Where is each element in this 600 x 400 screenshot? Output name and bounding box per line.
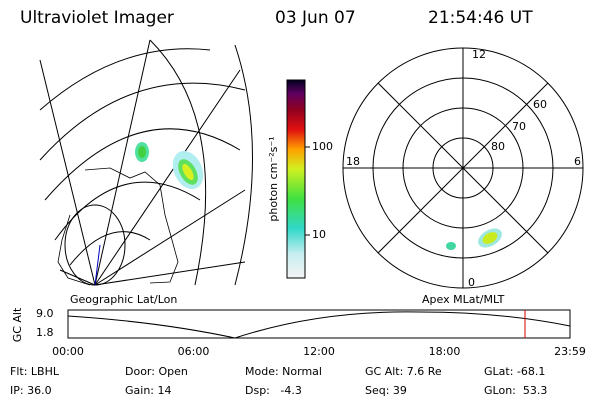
altitude-curve xyxy=(67,311,571,339)
date: 03 Jun 07 xyxy=(275,8,356,28)
timeline-xtick: 12:00 xyxy=(303,345,335,358)
status-field: Seq: 39 xyxy=(365,384,407,397)
polar-grid xyxy=(342,47,584,289)
status-field: GC Alt: 7.6 Re xyxy=(365,365,442,378)
timeline-xtick: 18:00 xyxy=(429,345,461,358)
colorbar-tick-label: 100 xyxy=(312,140,333,153)
timeline-ylabel: GC Alt xyxy=(11,307,24,342)
panel-label: Apex MLat/MLT xyxy=(422,293,505,306)
mlt-label: 18 xyxy=(346,155,360,168)
mlt-label: 12 xyxy=(472,48,486,61)
status-field: Door: Open xyxy=(125,365,188,378)
colorbar-tick-label: 10 xyxy=(312,228,326,241)
status-field: Flt: LBHL xyxy=(10,365,60,378)
status-field: Dsp: -4.3 xyxy=(245,384,302,397)
mlat-label: 60 xyxy=(533,98,547,111)
timeline-xtick: 00:00 xyxy=(52,345,84,358)
mlt-label: 6 xyxy=(574,155,581,168)
aurora-right xyxy=(482,232,498,244)
status-field: GLon: 53.3 xyxy=(484,384,547,397)
panel-label: Geographic Lat/Lon xyxy=(70,293,177,306)
aurora-left xyxy=(135,142,204,190)
timeline-box xyxy=(67,309,571,339)
geo-map xyxy=(39,39,253,286)
mlat-label: 80 xyxy=(491,140,505,153)
timeline-xtick: 23:59 xyxy=(554,345,586,358)
timeline-ytick: 9.0 xyxy=(36,307,54,320)
colorbar xyxy=(286,79,306,279)
mlat-label: 70 xyxy=(512,120,526,133)
aurora-right xyxy=(446,242,456,250)
status-field: Mode: Normal xyxy=(245,365,322,378)
status-field: IP: 36.0 xyxy=(10,384,52,397)
colorbar-label: photon cm⁻²s⁻¹ xyxy=(267,136,280,221)
status-field: GLat: -68.1 xyxy=(484,365,545,378)
mlt-label: 0 xyxy=(468,276,475,289)
time: 21:54:46 UT xyxy=(428,8,533,28)
timeline-xtick: 06:00 xyxy=(178,345,210,358)
title: Ultraviolet Imager xyxy=(20,8,174,28)
status-field: Gain: 14 xyxy=(125,384,172,397)
timeline-ytick: 1.8 xyxy=(36,326,54,339)
